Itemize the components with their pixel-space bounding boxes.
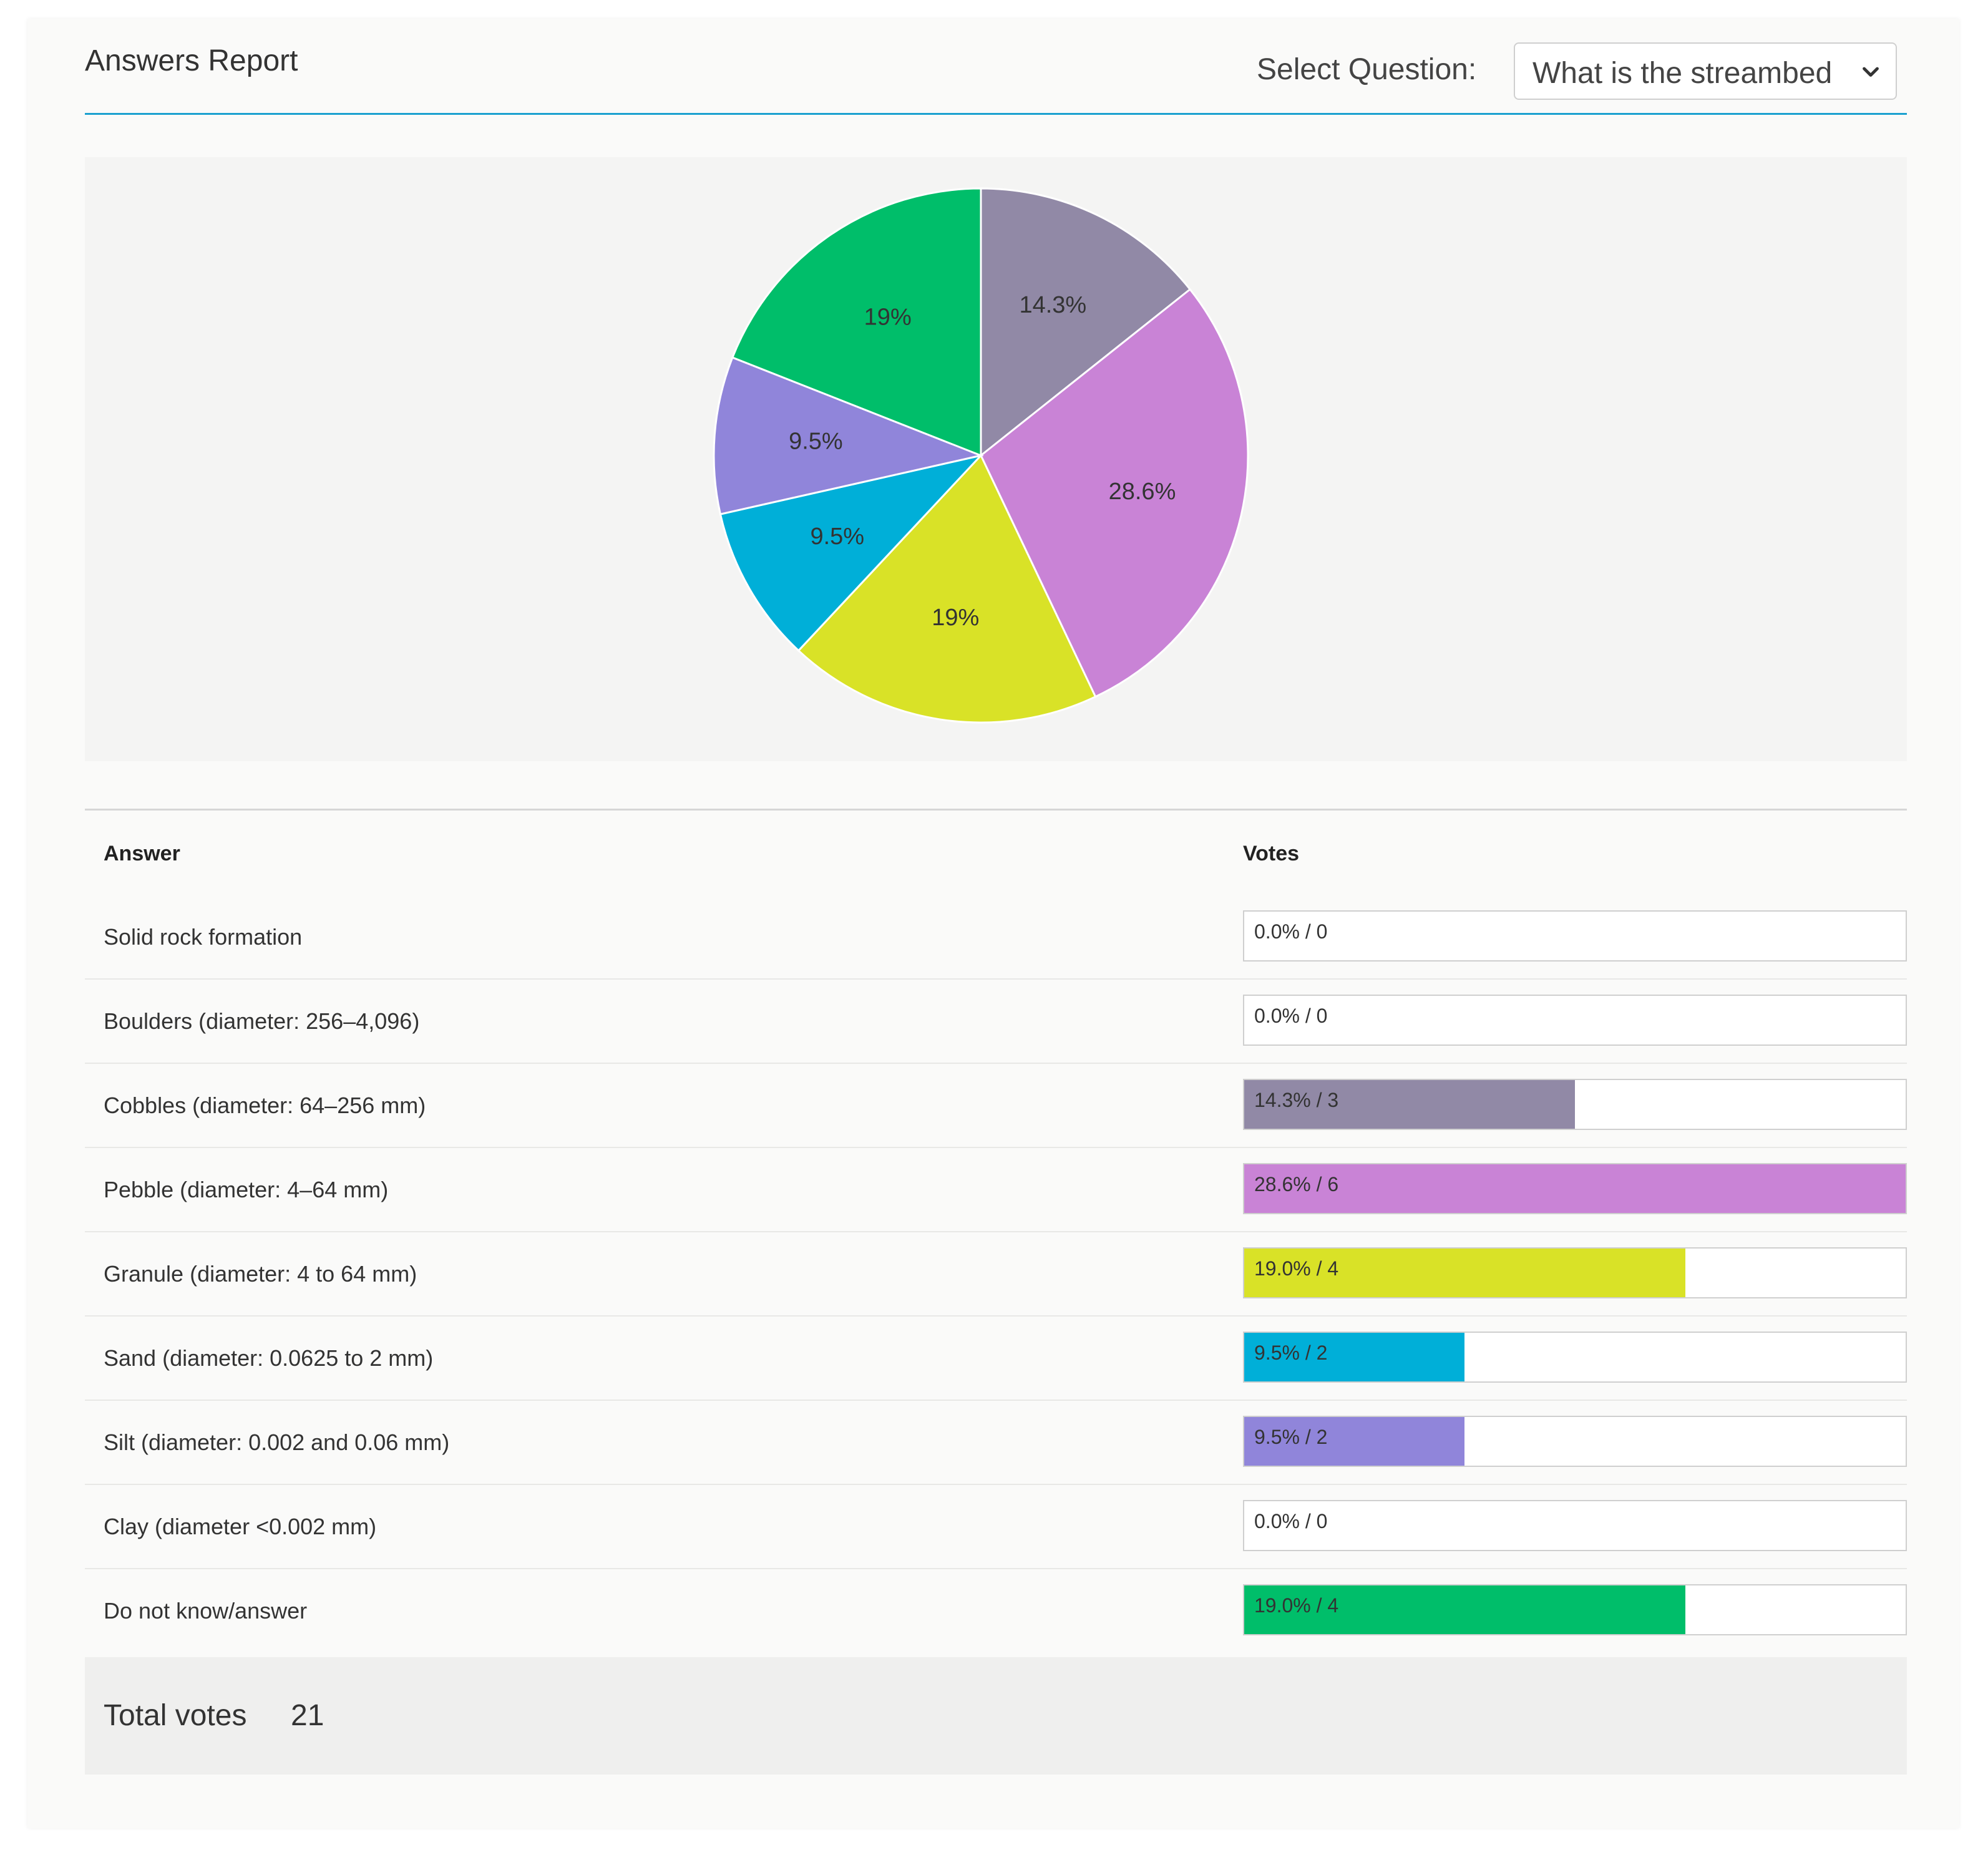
table-row: Granule (diameter: 4 to 64 mm) 19.0% / 4	[85, 1232, 1907, 1317]
chevron-down-icon	[1863, 67, 1879, 77]
vote-bar-fill	[1244, 1164, 1906, 1213]
vote-bar-fill	[1244, 1333, 1465, 1381]
answer-label: Solid rock formation	[104, 924, 303, 950]
question-select[interactable]: What is the streambed	[1514, 42, 1897, 100]
pie-slice	[713, 356, 985, 515]
question-select-value: What is the streambed	[1532, 57, 1833, 90]
vote-bar-label: 0.0% / 0	[1254, 920, 1328, 943]
select-question-label: Select Question:	[1257, 53, 1477, 86]
pie-slice-label: 14.3%	[1019, 292, 1086, 318]
answers-table: Answer Votes Solid rock formation 0.0% /…	[85, 809, 1907, 1775]
vote-bar-label: 14.3% / 3	[1254, 1089, 1339, 1111]
vote-bar-fill	[1244, 1585, 1685, 1634]
vote-bar-label: 9.5% / 2	[1254, 1426, 1328, 1448]
vote-bar: 14.3% / 3	[1243, 1079, 1907, 1130]
pie-slice	[980, 187, 1192, 458]
vote-bar-label: 19.0% / 4	[1254, 1257, 1339, 1280]
total-votes-value: 21	[291, 1699, 324, 1732]
pie-chart: 14.3% 28.6% 19% 9.5% 9.5% 19%	[713, 187, 1249, 724]
vote-bar-label: 19.0% / 4	[1254, 1594, 1339, 1617]
table-row: Sand (diameter: 0.0625 to 2 mm) 9.5% / 2	[85, 1317, 1907, 1401]
pie-slice	[719, 454, 984, 652]
vote-bar-label: 0.0% / 0	[1254, 1510, 1328, 1532]
vote-bar-fill	[1244, 1080, 1575, 1129]
answer-label: Boulders (diameter: 256–4,096)	[104, 1008, 420, 1034]
vote-bar-fill	[1244, 1249, 1685, 1297]
answer-label: Pebble (diameter: 4–64 mm)	[104, 1177, 389, 1202]
vote-bar: 19.0% / 4	[1243, 1584, 1907, 1635]
pie-slice-label: 9.5%	[789, 429, 843, 455]
pie-chart-area: 14.3% 28.6% 19% 9.5% 9.5% 19%	[85, 157, 1907, 761]
vote-bar: 0.0% / 0	[1243, 910, 1907, 962]
pie-slice-label: 28.6%	[1109, 479, 1176, 505]
answer-label: Granule (diameter: 4 to 64 mm)	[104, 1261, 417, 1287]
pie-slice-label: 9.5%	[810, 523, 864, 550]
table-row: Do not know/answer 19.0% / 4	[85, 1569, 1907, 1653]
table-row: Silt (diameter: 0.002 and 0.06 mm) 9.5% …	[85, 1401, 1907, 1485]
total-votes-label: Total votes	[104, 1699, 247, 1732]
table-row: Cobbles (diameter: 64–256 mm) 14.3% / 3	[85, 1064, 1907, 1148]
vote-bar-label: 28.6% / 6	[1254, 1173, 1339, 1195]
pie-slice-label: 19%	[864, 304, 912, 331]
table-row: Solid rock formation 0.0% / 0	[85, 895, 1907, 980]
answer-label: Sand (diameter: 0.0625 to 2 mm)	[104, 1345, 434, 1371]
answer-label: Silt (diameter: 0.002 and 0.06 mm)	[104, 1429, 450, 1455]
answer-label: Cobbles (diameter: 64–256 mm)	[104, 1093, 426, 1118]
pie-slice	[731, 187, 982, 457]
vote-bar: 28.6% / 6	[1243, 1163, 1907, 1214]
vote-bar: 9.5% / 2	[1243, 1332, 1907, 1383]
vote-bar: 0.0% / 0	[1243, 1500, 1907, 1551]
answer-label: Do not know/answer	[104, 1598, 308, 1624]
report-header: Answers Report Select Question: What is …	[85, 39, 1907, 115]
table-row: Pebble (diameter: 4–64 mm) 28.6% / 6	[85, 1148, 1907, 1232]
vote-bar-label: 9.5% / 2	[1254, 1341, 1328, 1364]
table-row: Boulders (diameter: 256–4,096) 0.0% / 0	[85, 980, 1907, 1064]
vote-bar: 19.0% / 4	[1243, 1247, 1907, 1298]
vote-bar: 9.5% / 2	[1243, 1416, 1907, 1467]
answer-label: Clay (diameter <0.002 mm)	[104, 1514, 377, 1539]
total-votes-footer: Total votes 21	[85, 1657, 1907, 1775]
vote-bar-label: 0.0% / 0	[1254, 1005, 1328, 1027]
pie-slice	[797, 454, 1097, 724]
answer-column-header: Answer	[104, 842, 180, 865]
page-title: Answers Report	[85, 44, 298, 77]
vote-bar: 0.0% / 0	[1243, 995, 1907, 1046]
pie-slice-label: 19%	[932, 605, 979, 631]
vote-bar-fill	[1244, 1417, 1465, 1466]
votes-column-header: Votes	[1243, 842, 1300, 865]
table-row: Clay (diameter <0.002 mm) 0.0% / 0	[85, 1485, 1907, 1569]
